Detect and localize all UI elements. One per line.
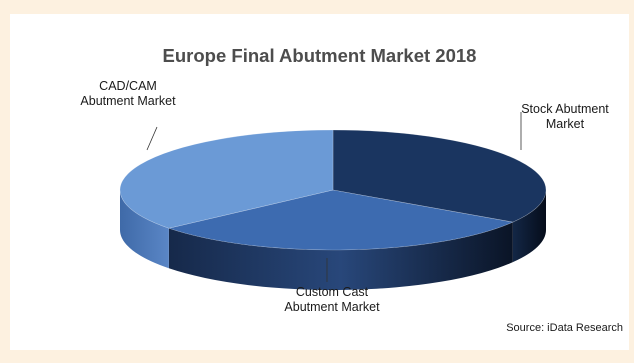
pie-slice-1 bbox=[332, 129, 547, 223]
chart-title: Europe Final Abutment Market 2018 bbox=[162, 45, 477, 66]
slice-label-cadcam: CAD/CAM Abutment Market bbox=[80, 79, 176, 108]
pie-slice-3 bbox=[119, 129, 334, 229]
slice-label-stock: Stock Abutment Market bbox=[521, 102, 609, 131]
source-note: Source: iData Research bbox=[506, 322, 623, 334]
pie-side-1 bbox=[512, 190, 546, 263]
pie-side-3 bbox=[119, 190, 169, 269]
pie-side-2 bbox=[168, 222, 513, 291]
pie-slice-2 bbox=[167, 189, 514, 251]
leader-line-cadcam bbox=[146, 126, 158, 151]
slice-label-custom-cast: Custom Cast Abutment Market bbox=[284, 285, 380, 314]
pie-side-walls bbox=[119, 190, 546, 291]
